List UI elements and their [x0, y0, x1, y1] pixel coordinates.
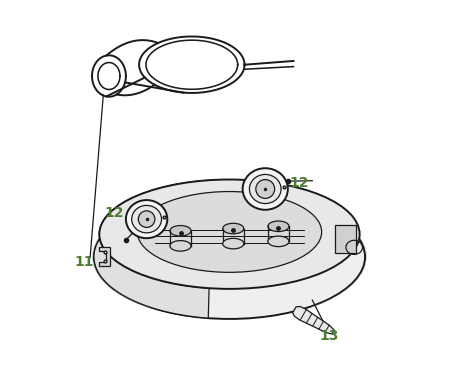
Ellipse shape: [94, 195, 365, 319]
Ellipse shape: [243, 168, 288, 210]
Ellipse shape: [223, 223, 244, 234]
Ellipse shape: [223, 239, 244, 249]
Text: 13: 13: [319, 329, 339, 343]
Ellipse shape: [268, 236, 289, 246]
Polygon shape: [99, 247, 110, 266]
Polygon shape: [94, 180, 209, 318]
Ellipse shape: [138, 211, 155, 228]
Ellipse shape: [100, 180, 360, 289]
Ellipse shape: [170, 226, 191, 236]
Ellipse shape: [256, 180, 274, 198]
Ellipse shape: [170, 240, 191, 251]
Ellipse shape: [249, 175, 281, 203]
Ellipse shape: [132, 205, 162, 233]
Ellipse shape: [126, 200, 167, 238]
Ellipse shape: [137, 192, 322, 272]
Text: 11: 11: [75, 256, 94, 270]
Polygon shape: [335, 225, 356, 253]
Text: 12: 12: [290, 177, 309, 191]
Polygon shape: [292, 307, 334, 334]
Text: 12: 12: [105, 206, 124, 220]
Ellipse shape: [268, 221, 289, 232]
